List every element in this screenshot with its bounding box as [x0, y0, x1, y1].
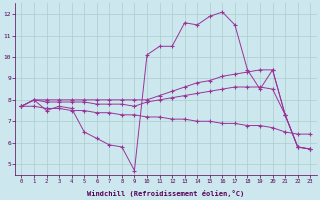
X-axis label: Windchill (Refroidissement éolien,°C): Windchill (Refroidissement éolien,°C)	[87, 190, 244, 197]
